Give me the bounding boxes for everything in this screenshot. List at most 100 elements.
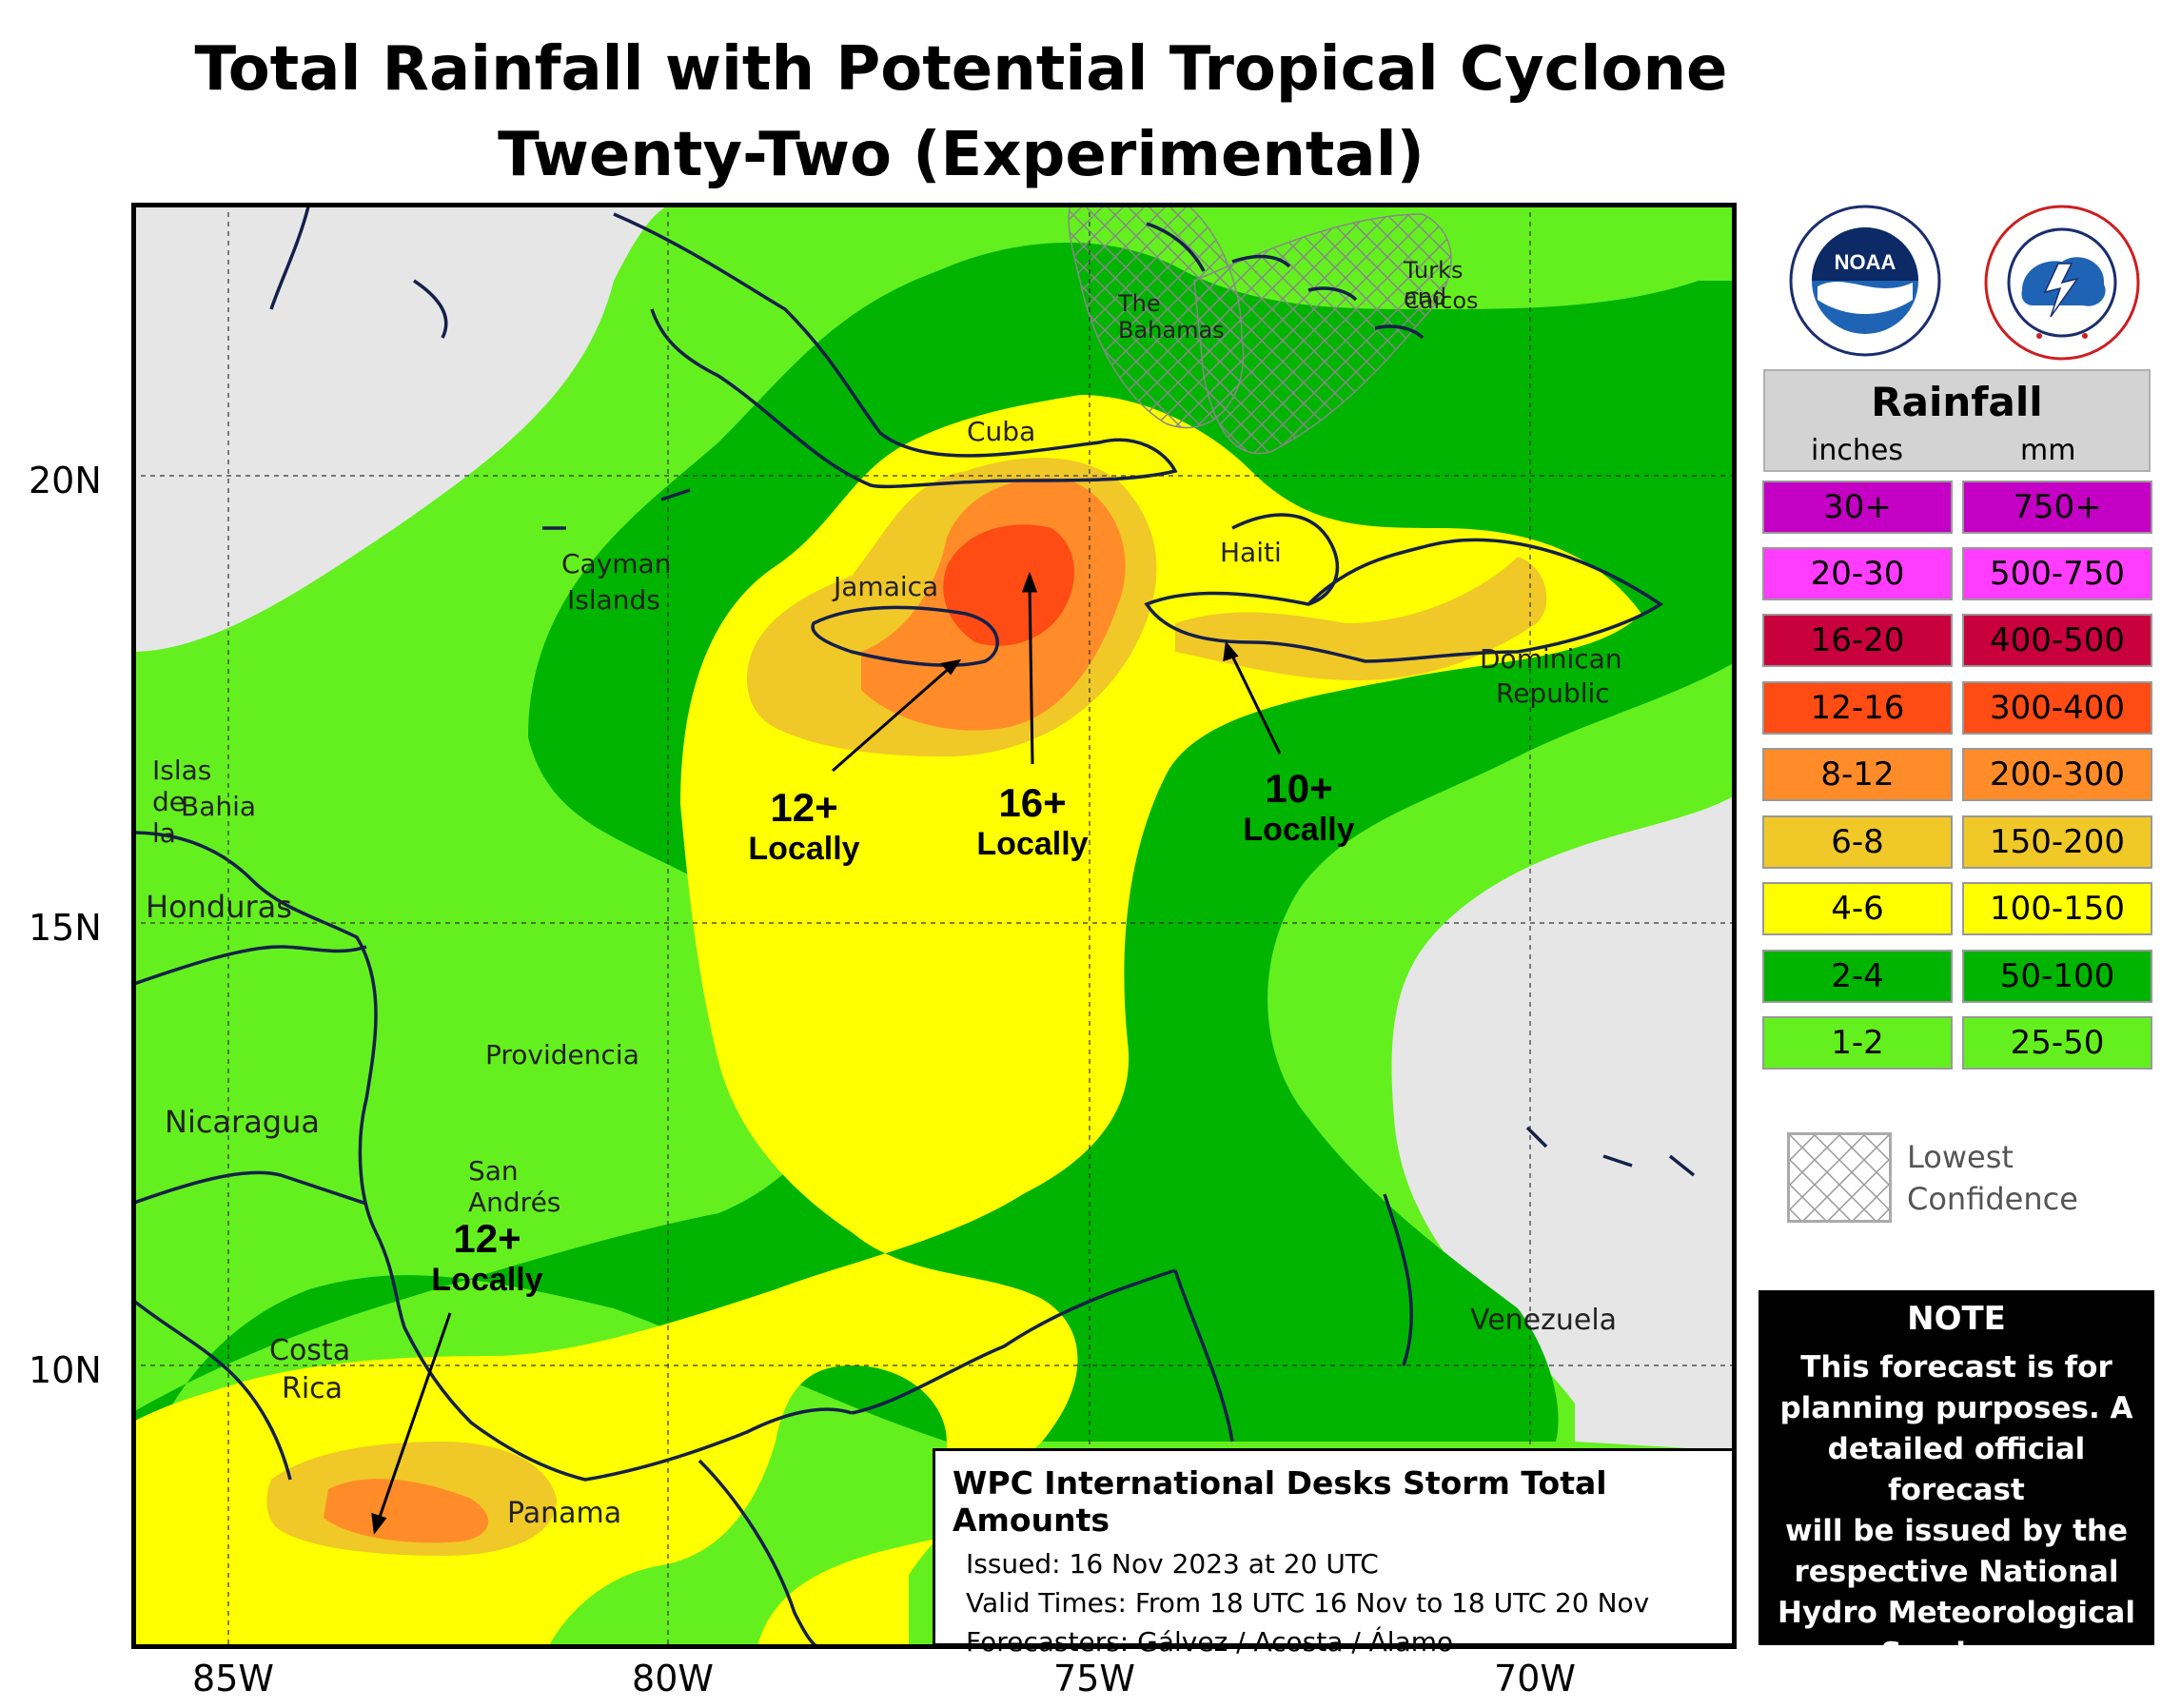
label-dominican-1: Dominican — [1480, 643, 1622, 675]
florida-coast — [269, 207, 448, 339]
rain-zone-6-8-haiti — [1175, 557, 1547, 680]
label-san-andres: San Andrés — [468, 1155, 561, 1218]
rain-zone-8-12-panama — [324, 1479, 489, 1543]
callout-haiti: 10+ Locally — [1228, 766, 1370, 849]
confidence-label-1: Lowest — [1907, 1139, 2014, 1175]
info-valid: Valid Times: From 18 UTC 16 Nov to 18 UT… — [966, 1587, 1650, 1619]
lat-label-10n: 10N — [29, 1349, 102, 1391]
noaa-text: NOAA — [1835, 250, 1896, 274]
callout-haiti-local: Locally — [1243, 812, 1355, 848]
rainfall-map[interactable] — [131, 203, 1737, 1649]
graticule — [136, 207, 1732, 1644]
map-title: Total Rainfall with Potential Tropical C… — [133, 27, 1789, 198]
legend-inches-header: inches — [1811, 434, 1903, 467]
lon-label-80w: 80W — [632, 1658, 714, 1699]
nws-logo-svg — [1984, 205, 2140, 361]
label-turks-1: Turks and — [1404, 257, 1464, 310]
legend-mm-cell: 150-200 — [1962, 815, 2152, 869]
cuba-coast — [613, 212, 1178, 489]
label-nicaragua: Nicaragua — [165, 1104, 320, 1140]
arrow-center — [1028, 584, 1034, 765]
legend-row: 16-20 400-500 — [1762, 614, 2152, 667]
label-haiti: Haiti — [1220, 537, 1282, 568]
label-jamaica: Jamaica — [834, 571, 939, 602]
legend-header: Rainfall inches mm — [1763, 369, 2151, 472]
callout-panama-local: Locally — [431, 1262, 543, 1298]
note-line: will be issued by the — [1784, 1514, 2129, 1548]
cayman-islands — [542, 488, 691, 530]
arrow-panama-head — [371, 1512, 387, 1535]
confidence-label: Lowest Confidence — [1907, 1136, 2078, 1220]
legend-mm-cell: 400-500 — [1962, 614, 2152, 667]
low-confidence-area-2 — [1193, 213, 1452, 455]
lat-label-20n: 20N — [29, 460, 102, 501]
label-cuba: Cuba — [967, 416, 1036, 447]
jamaica-coast — [811, 605, 999, 667]
callout-panama-amount: 12+ — [453, 1216, 521, 1261]
legend-row: 30+ 750+ — [1762, 481, 2152, 534]
legend-inches-cell: 4-6 — [1762, 882, 1953, 935]
label-islas-2: Bahia — [181, 791, 257, 822]
callout-panama: 12+ Locally — [416, 1216, 559, 1299]
note-line: Hydro Meteorological — [1778, 1596, 2135, 1630]
confidence-swatch — [1787, 1132, 1892, 1223]
legend-inches-cell: 20-30 — [1762, 547, 1953, 600]
legend-title: Rainfall — [1871, 379, 2043, 425]
legend-inches-cell: 30+ — [1762, 481, 1953, 534]
label-bahamas: The Bahamas — [1118, 290, 1225, 344]
legend-mm-header: mm — [2020, 434, 2076, 467]
note-line: respective National — [1794, 1555, 2119, 1589]
callout-center-local: Locally — [976, 826, 1089, 862]
callout-center-amount: 16+ — [998, 780, 1067, 825]
arrow-panama — [376, 1312, 452, 1523]
legend-row: 2-4 50-100 — [1762, 950, 2152, 1003]
info-title: WPC International Desks Storm Total Amou… — [953, 1464, 1607, 1539]
label-dominican-2: Republic — [1496, 677, 1610, 709]
nws-logo — [1984, 205, 2141, 362]
legend-mm-cell: 100-150 — [1962, 882, 2152, 935]
title-line-2: Twenty-Two (Experimental) — [498, 120, 1425, 190]
coastlines — [136, 207, 1696, 1644]
info-forecasters: Forecasters: Gálvez / Acosta / Álamo — [966, 1626, 1454, 1658]
callout-jamaica-local: Locally — [748, 831, 860, 867]
legend-mm-cell: 750+ — [1962, 481, 2152, 534]
confidence-label-2: Confidence — [1907, 1181, 2078, 1217]
callout-jamaica: 12+ Locally — [733, 785, 875, 868]
haiti-coast — [1231, 513, 1339, 606]
callout-center: 16+ Locally — [961, 780, 1104, 863]
label-turks-2: Caicos — [1404, 287, 1479, 314]
legend-row: 4-6 100-150 — [1762, 882, 2152, 935]
legend-row: 20-30 500-750 — [1762, 547, 2152, 600]
legend-mm-cell: 25-50 — [1962, 1016, 2152, 1070]
legend-inches-cell: 12-16 — [1762, 681, 1953, 735]
label-providencia: Providencia — [485, 1039, 639, 1070]
legend-mm-cell: 50-100 — [1962, 950, 2152, 1003]
confidence-hatch-svg — [1790, 1135, 1889, 1220]
lon-label-70w: 70W — [1494, 1658, 1576, 1699]
arrow-jamaica-head — [940, 658, 962, 676]
hispaniola-coast — [1144, 538, 1664, 663]
legend-inches-cell: 16-20 — [1762, 614, 1953, 667]
legend-row: 1-2 25-50 — [1762, 1016, 2152, 1070]
label-costa-rica-2: Rica — [282, 1372, 344, 1405]
legend-row: 8-12 200-300 — [1762, 748, 2152, 801]
bahamas-islands — [1146, 222, 1425, 340]
rain-zone-4-6 — [136, 395, 1641, 1644]
lat-label-15n: 15N — [29, 907, 102, 949]
venezuela-islands — [1525, 1126, 1696, 1177]
lon-label-85w: 85W — [192, 1658, 274, 1699]
note-title: NOTE — [1907, 1300, 2006, 1338]
noaa-logo: NOAA — [1789, 205, 1941, 357]
legend-row: 6-8 150-200 — [1762, 815, 2152, 869]
label-honduras: Honduras — [146, 889, 292, 925]
label-venezuela: Venezuela — [1470, 1304, 1618, 1337]
note-line: planning purposes. A — [1779, 1391, 2133, 1425]
arrow-haiti — [1228, 651, 1282, 755]
legend-row: 12-16 300-400 — [1762, 681, 2152, 735]
venezuela-border — [1173, 1193, 1414, 1443]
label-cayman-2: Islands — [567, 584, 660, 616]
legend-inches-cell: 6-8 — [1762, 815, 1953, 869]
legend-mm-cell: 200-300 — [1962, 748, 2152, 801]
callout-arrows — [371, 571, 1282, 1535]
label-cayman-1: Cayman — [561, 548, 672, 579]
